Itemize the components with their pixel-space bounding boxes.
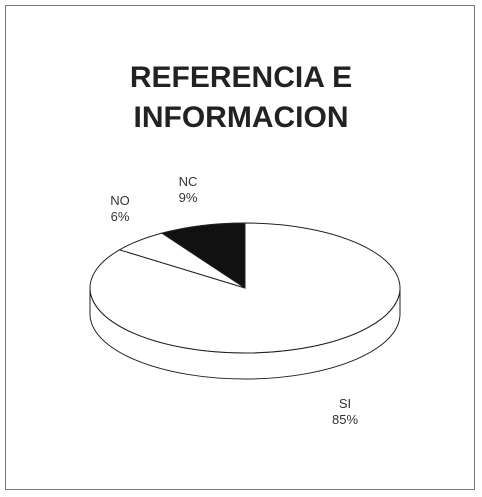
slice-value-label: 85% xyxy=(332,412,358,427)
chart-frame xyxy=(5,5,475,490)
slice-label: NC xyxy=(179,174,198,189)
slice-label: NO xyxy=(110,193,130,208)
slice-label: SI xyxy=(339,396,351,411)
pie-slice xyxy=(160,222,246,289)
slice-value-label: 6% xyxy=(111,209,130,224)
slice-value-label: 9% xyxy=(179,190,198,205)
chart-title: REFERENCIA E INFORMACION xyxy=(129,61,353,134)
